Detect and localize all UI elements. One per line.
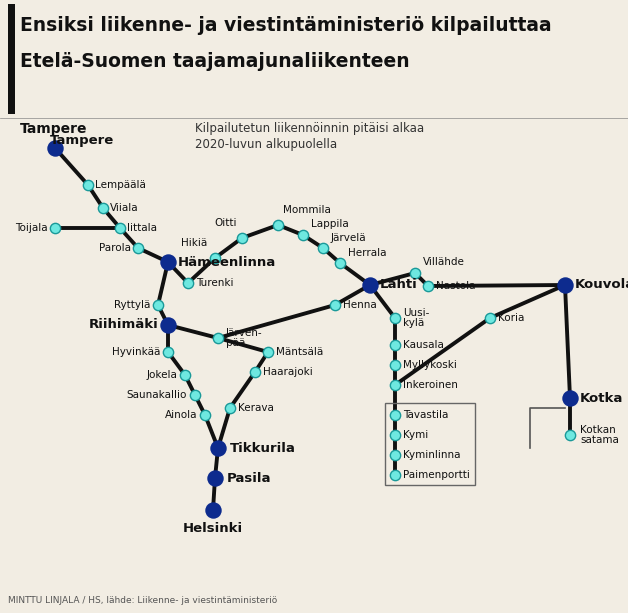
Point xyxy=(390,470,400,480)
Text: 2020-luvun alkupuolella: 2020-luvun alkupuolella xyxy=(195,138,337,151)
Point xyxy=(153,300,163,310)
Point xyxy=(565,393,575,403)
Point xyxy=(213,443,223,453)
Point xyxy=(83,180,93,190)
Point xyxy=(298,230,308,240)
Point xyxy=(335,258,345,268)
Point xyxy=(390,313,400,323)
Text: Nastola: Nastola xyxy=(436,281,475,291)
Bar xyxy=(385,403,475,485)
Point xyxy=(225,403,235,413)
Text: Lempäälä: Lempäälä xyxy=(95,180,146,190)
Point xyxy=(273,220,283,230)
Point xyxy=(423,281,433,291)
Point xyxy=(133,243,143,253)
Text: Lahti: Lahti xyxy=(380,278,418,292)
Point xyxy=(237,233,247,243)
Text: Saunakallio: Saunakallio xyxy=(127,390,187,400)
Bar xyxy=(8,4,15,114)
Point xyxy=(250,367,260,377)
Text: Haarajoki: Haarajoki xyxy=(263,367,313,377)
Text: Mäntsälä: Mäntsälä xyxy=(276,347,323,357)
Point xyxy=(200,410,210,420)
Point xyxy=(50,143,60,153)
Point xyxy=(390,360,400,370)
Text: Kotkan
satama: Kotkan satama xyxy=(580,425,619,446)
Text: Kilpailutetun liikennöinnin pitäisi alkaa: Kilpailutetun liikennöinnin pitäisi alka… xyxy=(195,122,424,135)
Point xyxy=(213,333,223,343)
Bar xyxy=(0,0,628,118)
Text: Kymi: Kymi xyxy=(403,430,428,440)
Text: Inkeroinen: Inkeroinen xyxy=(403,380,458,390)
Point xyxy=(163,347,173,357)
Text: Oitti: Oitti xyxy=(215,218,237,228)
Point xyxy=(208,505,218,515)
Text: Pasila: Pasila xyxy=(227,471,271,484)
Point xyxy=(560,280,570,290)
Text: Tampere: Tampere xyxy=(50,134,114,147)
Text: Kausala: Kausala xyxy=(403,340,444,350)
Text: Turenki: Turenki xyxy=(196,278,234,288)
Point xyxy=(210,473,220,483)
Text: Tikkurila: Tikkurila xyxy=(230,441,296,454)
Text: Riihimäki: Riihimäki xyxy=(89,319,158,332)
Point xyxy=(183,278,193,288)
Point xyxy=(390,450,400,460)
Point xyxy=(210,253,220,263)
Text: Kotka: Kotka xyxy=(580,392,624,405)
Point xyxy=(180,370,190,380)
Point xyxy=(390,410,400,420)
Text: Tampere: Tampere xyxy=(20,122,87,136)
Text: Parola: Parola xyxy=(99,243,131,253)
Text: Kyminlinna: Kyminlinna xyxy=(403,450,460,460)
Text: Helsinki: Helsinki xyxy=(183,522,243,535)
Text: Villähde: Villähde xyxy=(423,257,465,267)
Text: Iittala: Iittala xyxy=(127,223,157,233)
Text: Kouvola: Kouvola xyxy=(575,278,628,292)
Text: Järvelä: Järvelä xyxy=(331,233,367,243)
Text: Ensiksi liikenne- ja viestintäministeriö kilpailuttaa: Ensiksi liikenne- ja viestintäministeriö… xyxy=(20,16,551,35)
Text: Kerava: Kerava xyxy=(238,403,274,413)
Point xyxy=(98,203,108,213)
Point xyxy=(263,347,273,357)
Text: Jokela: Jokela xyxy=(146,370,177,380)
Point xyxy=(190,390,200,400)
Text: Järven-
pää: Järven- pää xyxy=(226,327,263,348)
Text: Henna: Henna xyxy=(343,300,377,310)
Text: Myllykoski: Myllykoski xyxy=(403,360,457,370)
Point xyxy=(318,243,328,253)
Text: Viiala: Viiala xyxy=(110,203,139,213)
Text: Mommila: Mommila xyxy=(283,205,331,215)
Point xyxy=(330,300,340,310)
Text: Tavastila: Tavastila xyxy=(403,410,448,420)
Point xyxy=(115,223,125,233)
Point xyxy=(163,257,173,267)
Point xyxy=(410,268,420,278)
Text: Uusi-
kylä: Uusi- kylä xyxy=(403,308,430,329)
Text: Herrala: Herrala xyxy=(348,248,386,258)
Text: Toijala: Toijala xyxy=(15,223,48,233)
Text: Etelä-Suomen taajamajunaliikenteen: Etelä-Suomen taajamajunaliikenteen xyxy=(20,52,409,71)
Text: MINTTU LINJALA / HS, lähde: Liikenne- ja viestintäministeriö: MINTTU LINJALA / HS, lähde: Liikenne- ja… xyxy=(8,596,277,605)
Text: Ryttylä: Ryttylä xyxy=(114,300,150,310)
Point xyxy=(565,430,575,440)
Point xyxy=(390,430,400,440)
Text: Hämeenlinna: Hämeenlinna xyxy=(178,256,276,268)
Text: Paimenportti: Paimenportti xyxy=(403,470,470,480)
Text: Ainola: Ainola xyxy=(165,410,197,420)
Point xyxy=(50,223,60,233)
Text: Lappila: Lappila xyxy=(311,219,349,229)
Point xyxy=(390,340,400,350)
Point xyxy=(485,313,495,323)
Point xyxy=(163,320,173,330)
Text: Hyvinkää: Hyvinkää xyxy=(112,347,160,357)
Text: Hikiä: Hikiä xyxy=(181,238,207,248)
Point xyxy=(365,280,375,290)
Text: Koria: Koria xyxy=(498,313,524,323)
Point xyxy=(390,380,400,390)
